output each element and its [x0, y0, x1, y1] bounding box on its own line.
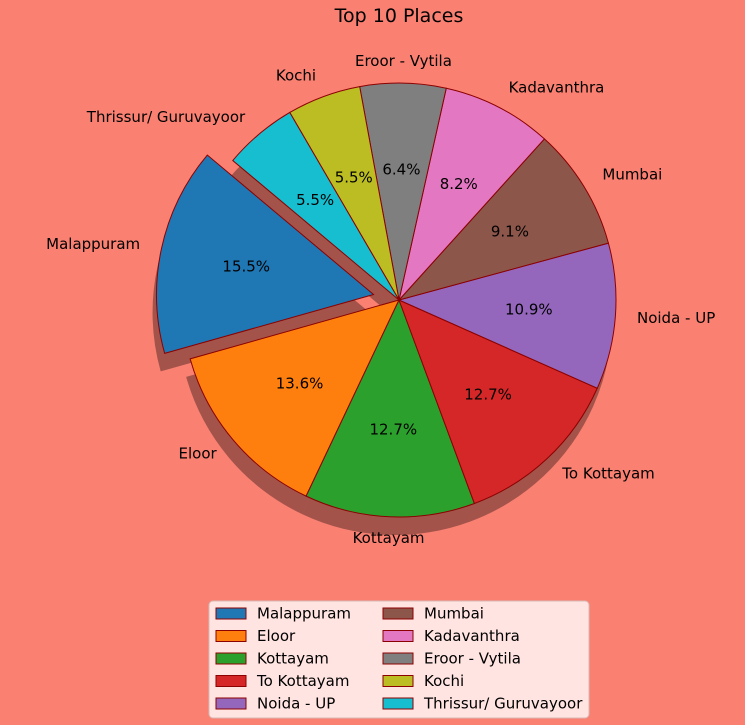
label-kochi: Kochi	[276, 67, 316, 85]
label-noida-up: Noida - UP	[637, 309, 715, 327]
label-eroor-vytila: Eroor - Vytila	[355, 52, 452, 70]
pct-label-eroor-vytila: 6.4%	[382, 160, 420, 178]
slice-kottayam	[305, 298, 476, 518]
label-mumbai: Mumbai	[602, 166, 662, 184]
pct-label-kochi: 5.5%	[335, 168, 373, 186]
legend-label-eloor: Eloor	[257, 627, 296, 645]
pct-label-malappuram: 15.5%	[222, 258, 270, 276]
pct-label-to-kottayam: 12.7%	[464, 385, 512, 403]
legend-label-eroor-vytila: Eroor - Vytila	[424, 650, 521, 668]
slice-eloor	[189, 299, 400, 497]
label-eloor: Eloor	[179, 445, 218, 463]
legend-label-malappuram: Malappuram	[257, 605, 351, 623]
label-kadavanthra: Kadavanthra	[509, 78, 605, 96]
legend-swatch-kottayam	[215, 652, 247, 665]
legend: Malappuram Eloor Kottayam To Kottayam Noida …	[208, 600, 590, 719]
pie-wedges	[156, 82, 617, 518]
slice-malappuram	[156, 154, 375, 355]
legend-swatch-thrissur-guruvayoor	[382, 697, 414, 710]
legend-swatch-to-kottayam	[215, 675, 247, 687]
legend-swatch-eroor-vytila	[382, 652, 414, 665]
pct-label-noida-up: 10.9%	[505, 300, 553, 318]
slice-to-kottayam	[398, 299, 598, 505]
legend-swatch-malappuram	[215, 607, 247, 620]
legend-label-kadavanthra: Kadavanthra	[424, 627, 520, 645]
slice-noida-up	[397, 242, 617, 389]
pct-label-kottayam: 12.7%	[369, 421, 417, 439]
slice-thrissur-guruvayoor	[232, 111, 400, 301]
legend-label-kottayam: Kottayam	[257, 650, 329, 668]
pct-label-thrissur-guruvayoor: 5.5%	[296, 191, 334, 209]
legend-label-thrissur-guruvayoor: Thrissur/ Guruvayoor	[423, 695, 583, 713]
label-thrissur-guruvayoor: Thrissur/ Guruvayoor	[86, 108, 246, 126]
legend-label-kochi: Kochi	[424, 672, 464, 690]
legend-label-to-kottayam: To Kottayam	[256, 672, 349, 690]
legend-swatch-kochi	[382, 675, 414, 687]
percentage-labels: 15.5% 13.6% 12.7% 12.7% 10.9% 9.1% 8.2% 6.4% 5.5…	[222, 160, 552, 438]
label-to-kottayam: To Kottayam	[561, 465, 654, 483]
legend-label-mumbai: Mumbai	[424, 605, 484, 623]
legend-swatch-mumbai	[382, 607, 414, 620]
legend-swatch-noida-up	[215, 697, 247, 710]
slice-kadavanthra	[398, 87, 546, 302]
chart-title: Top 10 Places	[334, 5, 464, 27]
pct-label-mumbai: 9.1%	[491, 222, 529, 240]
legend-swatch-kadavanthra	[382, 630, 414, 642]
legend-swatch-eloor	[215, 630, 247, 642]
slice-mumbai	[397, 138, 610, 301]
slice-labels: Malappuram Eloor Kottayam To Kottayam Noida …	[46, 52, 715, 547]
label-kottayam: Kottayam	[353, 529, 425, 547]
label-malappuram: Malappuram	[46, 235, 140, 253]
pct-label-eloor: 13.6%	[276, 375, 324, 393]
pct-label-kadavanthra: 8.2%	[440, 175, 478, 193]
legend-label-noida-up: Noida - UP	[257, 695, 335, 713]
